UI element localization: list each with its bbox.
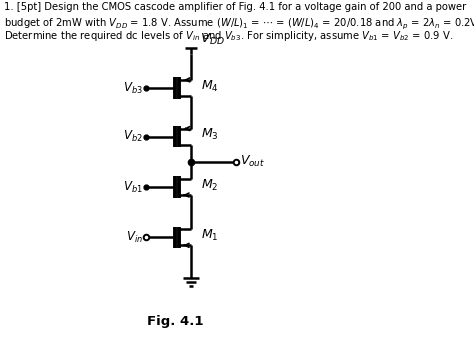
Text: $V_{in}$: $V_{in}$: [126, 230, 143, 245]
Text: 1. [5pt] Design the CMOS cascode amplifier of Fig. 4.1 for a voltage gain of 200: 1. [5pt] Design the CMOS cascode amplifi…: [4, 2, 466, 12]
Text: $M_4$: $M_4$: [201, 79, 219, 94]
Text: $V_{b2}$: $V_{b2}$: [123, 129, 143, 144]
Text: $M_2$: $M_2$: [201, 178, 218, 193]
Text: Fig. 4.1: Fig. 4.1: [147, 315, 203, 328]
Text: $M_1$: $M_1$: [201, 228, 218, 243]
Text: $V_{DD}$: $V_{DD}$: [200, 32, 225, 47]
Text: $V_{b1}$: $V_{b1}$: [123, 179, 143, 194]
Text: $V_{out}$: $V_{out}$: [240, 154, 265, 169]
Text: budget of 2mW with $V_{DD}$ = 1.8 V. Assume $(W/L)_1$ = ⋯ = $(W/L)_4$ = 20/0.18 : budget of 2mW with $V_{DD}$ = 1.8 V. Ass…: [4, 16, 474, 32]
Text: $M_3$: $M_3$: [201, 127, 219, 143]
Text: Determine the required dc levels of $V_{in}$ and $V_{b3}$. For simplicity, assum: Determine the required dc levels of $V_{…: [4, 29, 454, 43]
Text: $V_{b3}$: $V_{b3}$: [123, 81, 143, 95]
